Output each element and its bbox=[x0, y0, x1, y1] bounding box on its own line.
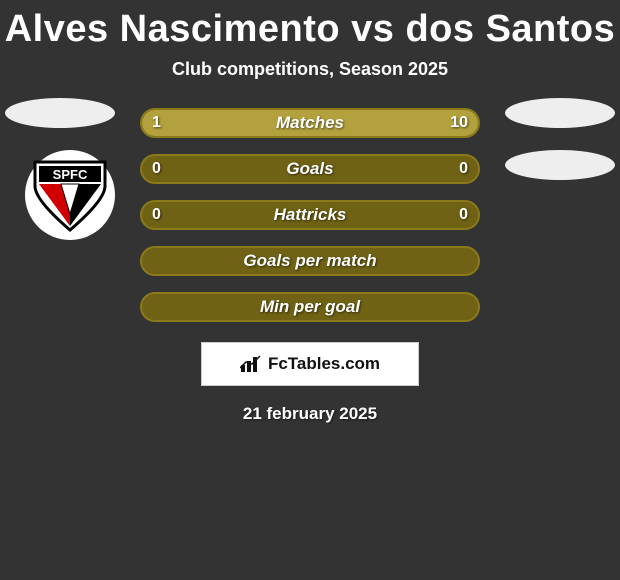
stat-bar-hattricks: 0 Hattricks 0 bbox=[140, 200, 480, 230]
stat-right-val: 10 bbox=[450, 110, 468, 138]
stat-row: 1 Matches 10 bbox=[0, 108, 620, 154]
bars-icon bbox=[240, 355, 262, 373]
page-subtitle: Club competitions, Season 2025 bbox=[0, 59, 620, 80]
stat-bar-matches: 1 Matches 10 bbox=[140, 108, 480, 138]
brand-badge[interactable]: FcTables.com bbox=[201, 342, 419, 386]
stat-row: 0 Goals 0 bbox=[0, 154, 620, 200]
stat-label: Matches bbox=[142, 110, 478, 138]
stat-label: Min per goal bbox=[142, 294, 478, 322]
stat-bar-mpg: Min per goal bbox=[140, 292, 480, 322]
brand-text: FcTables.com bbox=[268, 354, 380, 374]
stat-right-val: 0 bbox=[459, 202, 468, 230]
date-stamp: 21 february 2025 bbox=[0, 404, 620, 424]
stat-right-val: 0 bbox=[459, 156, 468, 184]
page-title: Alves Nascimento vs dos Santos bbox=[0, 0, 620, 51]
stat-bar-goals: 0 Goals 0 bbox=[140, 154, 480, 184]
stat-row: Min per goal bbox=[0, 292, 620, 338]
stat-label: Goals bbox=[142, 156, 478, 184]
stat-label: Hattricks bbox=[142, 202, 478, 230]
stat-bar-gpm: Goals per match bbox=[140, 246, 480, 276]
stat-label: Goals per match bbox=[142, 248, 478, 276]
stat-row: Goals per match bbox=[0, 246, 620, 292]
comparison-card: Alves Nascimento vs dos Santos Club comp… bbox=[0, 0, 620, 580]
stats-block: SPFC 1 Matches 10 0 Goals 0 bbox=[0, 108, 620, 338]
stat-row: 0 Hattricks 0 bbox=[0, 200, 620, 246]
